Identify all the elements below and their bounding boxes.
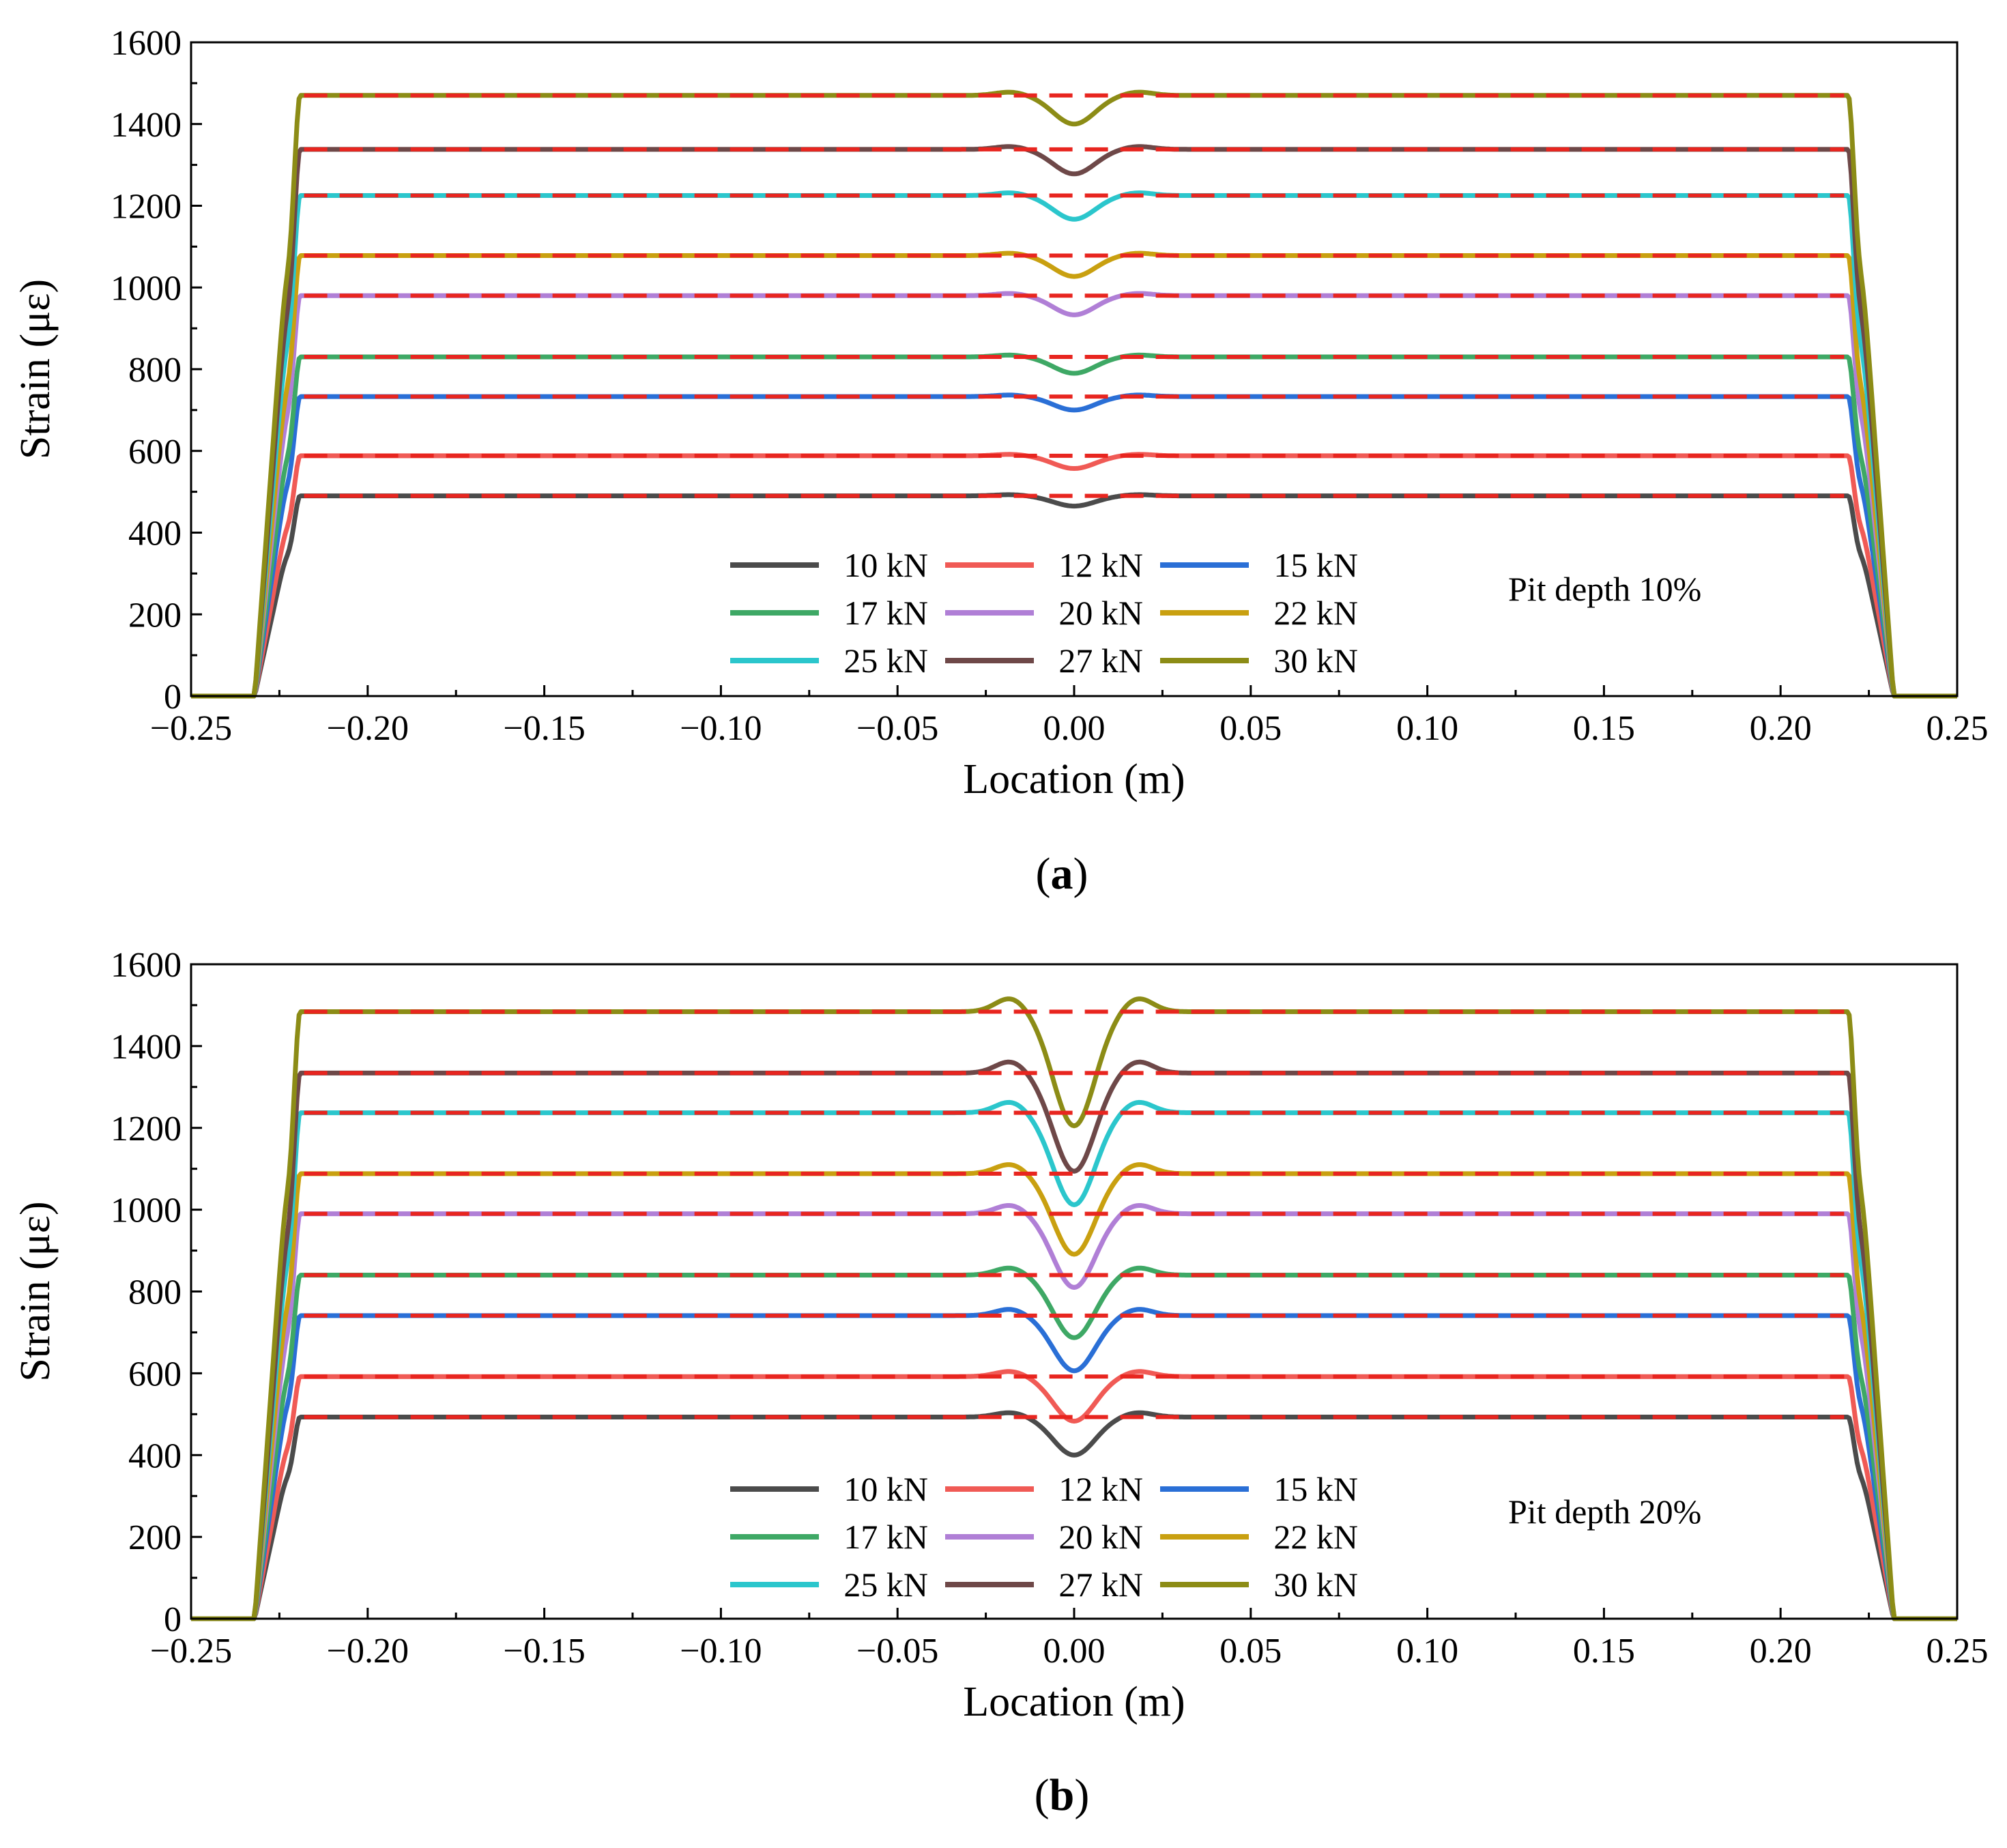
legend-label: 22 kN	[1273, 1518, 1358, 1556]
x-tick-label: 0.25	[1926, 709, 1989, 748]
x-tick-label: 0.10	[1396, 1632, 1458, 1671]
legend-entry-22kn: 22 kN	[1160, 1518, 1358, 1556]
y-tick-label: 400	[128, 1436, 182, 1475]
legend-label: 12 kN	[1058, 546, 1143, 584]
legend-entry-15kn: 15 kN	[1160, 546, 1358, 584]
panel-letter: b	[1050, 1770, 1075, 1820]
y-tick-label: 1400	[111, 106, 182, 145]
y-tick-label: 1200	[111, 1110, 182, 1149]
y-tick-label: 1600	[111, 946, 182, 985]
legend-label: 17 kN	[843, 1518, 928, 1556]
x-tick-label: 0.15	[1573, 1632, 1635, 1671]
legend-label: 20 kN	[1058, 594, 1143, 632]
x-tick-label: 0.15	[1573, 709, 1635, 748]
y-tick-label: 600	[128, 1355, 182, 1394]
y-tick-label: 0	[164, 1600, 182, 1639]
panel-sublabel: (b)	[1035, 1770, 1090, 1820]
legend-label: 27 kN	[1058, 641, 1143, 680]
y-axis-label: Strain (με)	[12, 1201, 59, 1381]
x-tick-label: −0.20	[327, 1632, 409, 1671]
y-tick-label: 1200	[111, 188, 182, 227]
legend-label: 20 kN	[1058, 1518, 1143, 1556]
legend-entry-27kn: 27 kN	[945, 641, 1143, 680]
x-tick-label: −0.05	[856, 709, 938, 748]
legend-entry-20kn: 20 kN	[945, 1518, 1143, 1556]
legend-label: 12 kN	[1058, 1470, 1143, 1508]
y-tick-label: 800	[128, 1273, 182, 1312]
legend-entry-20kn: 20 kN	[945, 594, 1143, 632]
legend-entry-15kn: 15 kN	[1160, 1470, 1358, 1508]
legend-label: 15 kN	[1273, 546, 1358, 584]
x-tick-label: 0.20	[1750, 709, 1812, 748]
x-axis-label: Location (m)	[963, 756, 1185, 803]
x-tick-label: −0.20	[327, 709, 409, 748]
y-tick-label: 1000	[111, 1192, 182, 1230]
y-tick-label: 1400	[111, 1028, 182, 1067]
x-tick-label: 0.25	[1926, 1632, 1989, 1671]
legend-entry-27kn: 27 kN	[945, 1565, 1143, 1604]
legend-label: 10 kN	[843, 1470, 928, 1508]
x-tick-label: −0.15	[503, 709, 585, 748]
y-tick-label: 200	[128, 596, 182, 635]
x-tick-label: 0.00	[1043, 709, 1106, 748]
x-tick-label: 0.05	[1219, 1632, 1282, 1671]
pit-depth-annotation: Pit depth 10%	[1508, 570, 1701, 608]
legend-label: 30 kN	[1273, 641, 1358, 680]
x-tick-label: −0.05	[856, 1632, 938, 1671]
x-tick-label: −0.25	[150, 1632, 232, 1671]
x-tick-label: −0.10	[680, 709, 762, 748]
pit-depth-annotation: Pit depth 20%	[1508, 1492, 1701, 1531]
legend-label: 17 kN	[843, 594, 928, 632]
x-axis-label: Location (m)	[963, 1679, 1185, 1725]
legend-label: 25 kN	[843, 641, 928, 680]
legend-label: 30 kN	[1273, 1565, 1358, 1604]
x-tick-label: −0.10	[680, 1632, 762, 1671]
legend-label: 22 kN	[1273, 594, 1358, 632]
x-tick-label: −0.15	[503, 1632, 585, 1671]
legend-entry-25kn: 25 kN	[730, 1565, 928, 1604]
legend-label: 27 kN	[1058, 1565, 1143, 1604]
y-tick-label: 400	[128, 515, 182, 553]
legend-entry-30kn: 30 kN	[1160, 1565, 1358, 1604]
y-axis-label: Strain (με)	[12, 279, 59, 459]
panel-sublabel: (a)	[1036, 849, 1088, 899]
legend-entry-10kn: 10 kN	[730, 546, 928, 584]
legend-entry-25kn: 25 kN	[730, 641, 928, 680]
legend-entry-17kn: 17 kN	[730, 594, 928, 632]
legend-entry-12kn: 12 kN	[945, 546, 1143, 584]
legend-label: 25 kN	[843, 1565, 928, 1604]
x-tick-label: −0.25	[150, 709, 232, 748]
x-tick-label: 0.00	[1043, 1632, 1106, 1671]
y-tick-label: 600	[128, 433, 182, 472]
legend-entry-12kn: 12 kN	[945, 1470, 1143, 1508]
legend-label: 15 kN	[1273, 1470, 1358, 1508]
y-tick-label: 200	[128, 1518, 182, 1557]
x-tick-label: 0.10	[1396, 709, 1458, 748]
panel-letter: a	[1051, 849, 1073, 899]
x-tick-label: 0.20	[1750, 1632, 1812, 1671]
legend-entry-22kn: 22 kN	[1160, 594, 1358, 632]
x-tick-label: 0.05	[1219, 709, 1282, 748]
y-tick-label: 1000	[111, 269, 182, 308]
y-tick-label: 800	[128, 351, 182, 390]
y-tick-label: 0	[164, 678, 182, 717]
legend-label: 10 kN	[843, 546, 928, 584]
chart-panel-a: −0.25 −0.20 −0.15 −0.10 −0.05 0.00 0.05 0.10 0.1…	[12, 24, 1989, 899]
y-tick-label: 1600	[111, 24, 182, 63]
series-line-20kn	[190, 1203, 1958, 1621]
chart-panel-b: −0.25 −0.20 −0.15 −0.10 −0.05 0.00 0.05 0.10 0.1…	[12, 946, 1989, 1820]
legend-entry-17kn: 17 kN	[730, 1518, 928, 1556]
legend-entry-10kn: 10 kN	[730, 1470, 928, 1508]
legend-entry-30kn: 30 kN	[1160, 641, 1358, 680]
